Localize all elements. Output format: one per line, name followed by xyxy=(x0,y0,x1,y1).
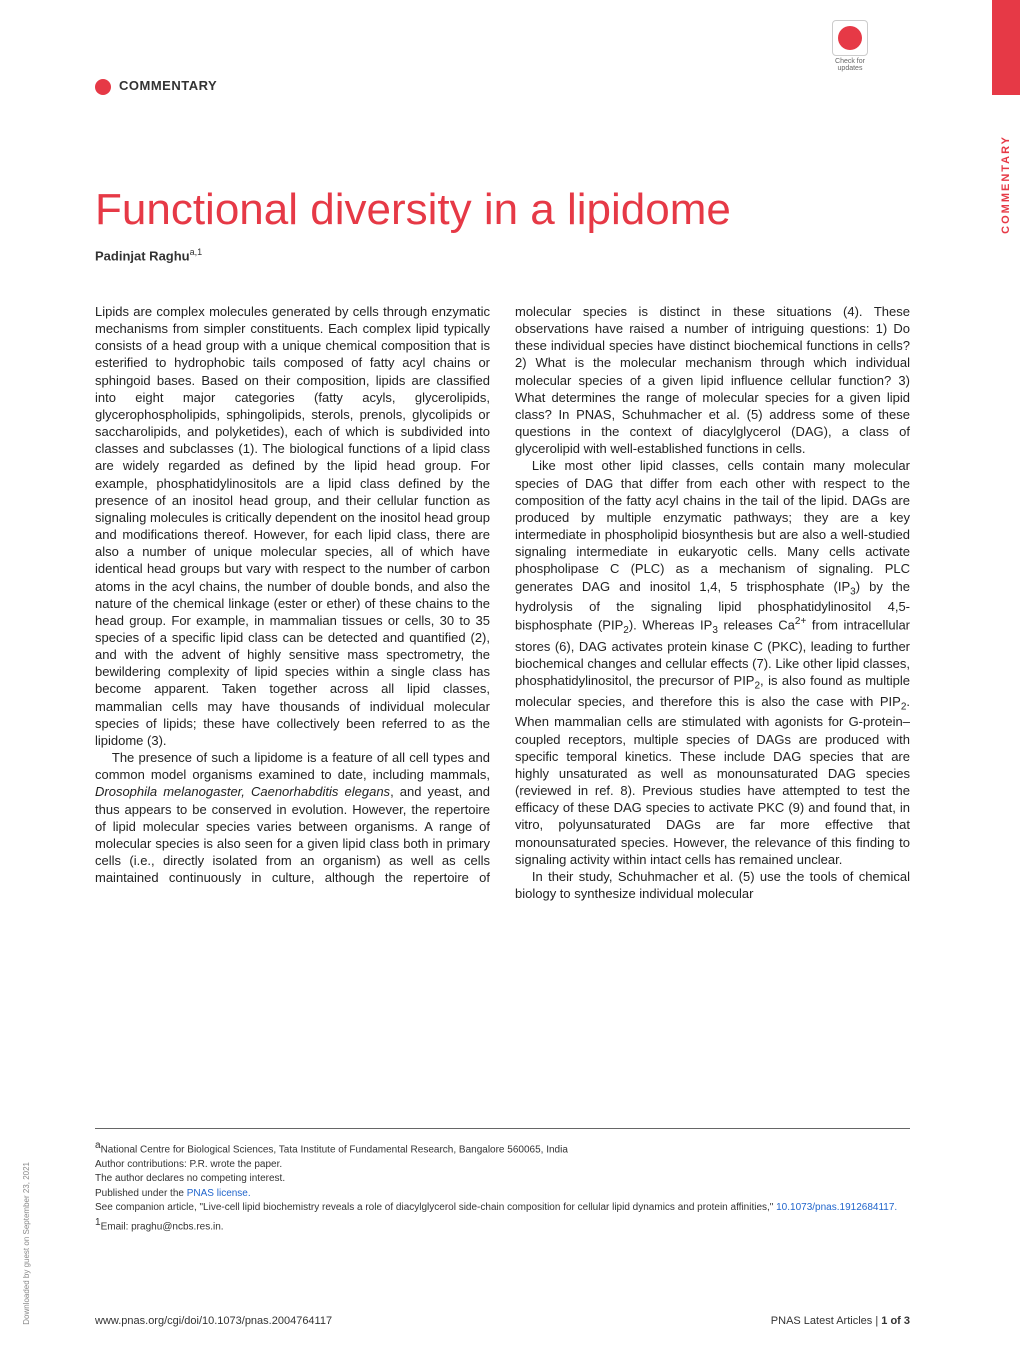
article-body: Lipids are complex molecules generated b… xyxy=(95,303,910,902)
article-title: Functional diversity in a lipidome xyxy=(95,185,731,235)
footnote-companion: See companion article, "Live-cell lipid … xyxy=(95,1201,910,1216)
author-name: Padinjat Raghu xyxy=(95,248,190,263)
check-updates-label: Check for updates xyxy=(825,58,875,72)
check-updates-icon xyxy=(832,20,868,56)
download-watermark: Downloaded by guest on September 23, 202… xyxy=(22,1162,31,1325)
commentary-label: COMMENTARY xyxy=(119,78,217,93)
author-affiliation-marker: a,1 xyxy=(190,247,203,257)
author-line: Padinjat Raghua,1 xyxy=(95,247,202,263)
paragraph-1: Lipids are complex molecules generated b… xyxy=(95,303,490,749)
footnote-email: 1Email: praghu@ncbs.res.in. xyxy=(95,1216,910,1235)
top-accent-bar xyxy=(992,0,1020,95)
paragraph-3: Like most other lipid classes, cells con… xyxy=(515,457,910,867)
footnote-license: Published under the PNAS license. xyxy=(95,1187,910,1202)
paragraph-4: In their study, Schuhmacher et al. (5) u… xyxy=(515,868,910,902)
check-updates-widget[interactable]: Check for updates xyxy=(825,20,875,72)
footnote-author-contributions: Author contributions: P.R. wrote the pap… xyxy=(95,1158,910,1173)
page-info: PNAS Latest Articles | 1 of 3 xyxy=(771,1315,910,1327)
companion-doi-link[interactable]: 10.1073/pnas.1912684117. xyxy=(776,1202,897,1213)
side-section-label: COMMENTARY xyxy=(1000,135,1012,234)
commentary-header: COMMENTARY xyxy=(95,78,217,95)
footnote-competing-interest: The author declares no competing interes… xyxy=(95,1172,910,1187)
pnas-license-link[interactable]: PNAS license. xyxy=(187,1188,251,1199)
doi-link[interactable]: www.pnas.org/cgi/doi/10.1073/pnas.200476… xyxy=(95,1315,332,1327)
commentary-dot-icon xyxy=(95,79,111,95)
footer-notes: aNational Centre for Biological Sciences… xyxy=(95,1128,910,1235)
bottom-bar: www.pnas.org/cgi/doi/10.1073/pnas.200476… xyxy=(95,1315,910,1327)
footnote-affiliation: aNational Centre for Biological Sciences… xyxy=(95,1139,910,1158)
